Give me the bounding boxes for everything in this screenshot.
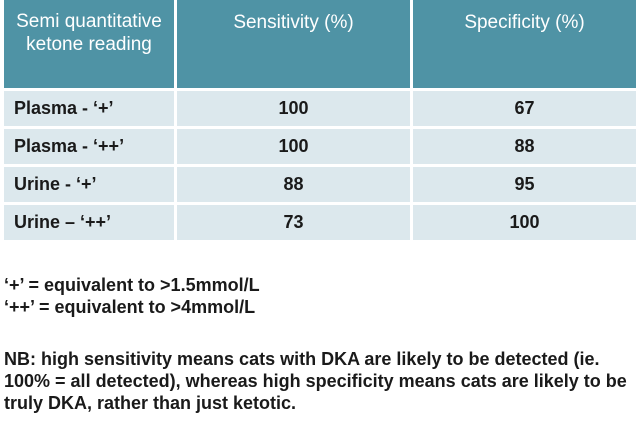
specificity-cell: 67 — [413, 91, 636, 126]
reading-cell: Plasma - ‘++’ — [4, 129, 174, 164]
explanatory-note: NB: high sensitivity means cats with DKA… — [4, 349, 627, 413]
ketone-accuracy-table: Semi quantitative ketone reading Sensiti… — [4, 0, 636, 243]
table-row: Plasma - ‘++’ 100 88 — [4, 129, 636, 164]
legend: ‘+’ = equivalent to >1.5mmol/L ‘++’ = eq… — [4, 274, 260, 318]
reading-cell: Urine - ‘+’ — [4, 167, 174, 202]
header-specificity: Specificity (%) — [413, 0, 636, 88]
sensitivity-cell: 73 — [177, 205, 410, 240]
specificity-cell: 88 — [413, 129, 636, 164]
specificity-cell: 100 — [413, 205, 636, 240]
reading-cell: Urine – ‘++’ — [4, 205, 174, 240]
sensitivity-cell: 88 — [177, 167, 410, 202]
header-ketone-reading: Semi quantitative ketone reading — [4, 0, 174, 88]
reading-cell: Plasma - ‘+’ — [4, 91, 174, 126]
specificity-cell: 95 — [413, 167, 636, 202]
table-header-row: Semi quantitative ketone reading Sensiti… — [4, 0, 636, 88]
legend-item-single-plus: ‘+’ = equivalent to >1.5mmol/L — [4, 275, 260, 295]
sensitivity-cell: 100 — [177, 129, 410, 164]
table-row: Plasma - ‘+’ 100 67 — [4, 91, 636, 126]
legend-item-double-plus: ‘++’ = equivalent to >4mmol/L — [4, 297, 256, 317]
header-sensitivity: Sensitivity (%) — [177, 0, 410, 88]
sensitivity-cell: 100 — [177, 91, 410, 126]
table-row: Urine - ‘+’ 88 95 — [4, 167, 636, 202]
table-row: Urine – ‘++’ 73 100 — [4, 205, 636, 240]
